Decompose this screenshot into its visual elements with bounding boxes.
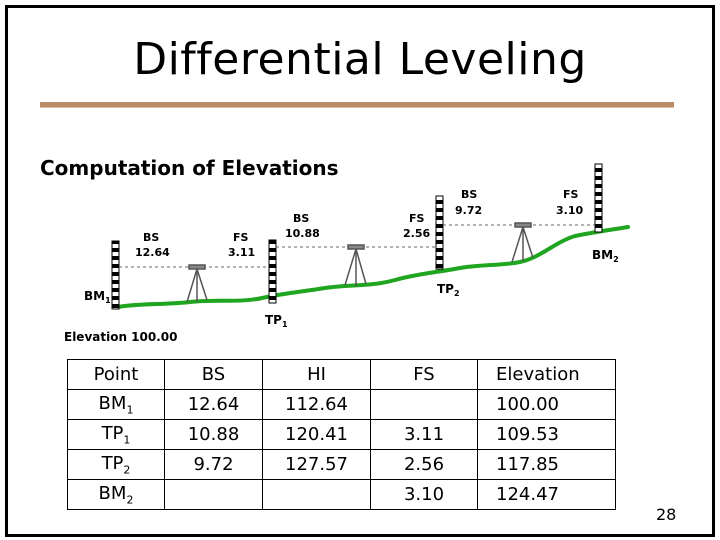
slide-subtitle: Computation of Elevations	[40, 156, 339, 180]
elevation-table: Point BS HI FS Elevation BM1 12.64 112.6…	[67, 359, 616, 510]
cell-point: TP2	[67, 449, 165, 480]
table-row: BM1 12.64 112.64 100.00	[67, 389, 616, 420]
point-label-tp2: TP2	[437, 282, 460, 298]
bs-value-3: 9.72	[455, 204, 482, 217]
table-row: BM2 3.10 124.47	[67, 479, 616, 510]
elevation-table-wrap: Point BS HI FS Elevation BM1 12.64 112.6…	[67, 359, 616, 510]
cell-bs: 12.64	[164, 389, 263, 420]
fs-label-1: FS	[233, 231, 249, 244]
level-instrument-3	[511, 222, 534, 263]
point-label-bm2: BM2	[592, 248, 619, 264]
leveling-rod-bm2	[594, 163, 603, 233]
bs-value-1: 12.64	[135, 246, 170, 259]
slide-title: Differential Leveling	[133, 34, 587, 85]
bs-label-2: BS	[293, 212, 309, 225]
cell-point: BM2	[67, 479, 165, 510]
level-instrument-1	[186, 264, 208, 303]
cell-elevation: 117.85	[477, 449, 616, 480]
table-header-row: Point BS HI FS Elevation	[67, 359, 616, 390]
table-row: TP2 9.72 127.57 2.56 117.85	[67, 449, 616, 480]
level-instrument-2	[344, 244, 367, 286]
point-label-tp1: TP1	[265, 313, 288, 329]
elevation-label: Elevation 100.00	[64, 330, 178, 344]
leveling-rod-bm1	[111, 240, 120, 310]
header-elevation: Elevation	[477, 359, 616, 390]
fs-label-3: FS	[563, 188, 579, 201]
cell-fs: 3.10	[370, 479, 478, 510]
cell-hi	[262, 479, 371, 510]
table-row: TP1 10.88 120.41 3.11 109.53	[67, 419, 616, 450]
cell-bs	[164, 479, 263, 510]
point-label-bm1: BM1	[84, 289, 111, 305]
cell-hi: 127.57	[262, 449, 371, 480]
bs-value-2: 10.88	[285, 227, 320, 240]
header-point: Point	[67, 359, 165, 390]
fs-label-2: FS	[409, 212, 425, 225]
header-hi: HI	[262, 359, 371, 390]
fs-value-2: 2.56	[403, 227, 430, 240]
slide-frame	[5, 5, 715, 537]
cell-bs: 9.72	[164, 449, 263, 480]
cell-hi: 120.41	[262, 419, 371, 450]
cell-elevation: 109.53	[477, 419, 616, 450]
header-bs: BS	[164, 359, 263, 390]
page-number: 28	[656, 505, 677, 524]
header-fs: FS	[370, 359, 478, 390]
cell-point: TP1	[67, 419, 165, 450]
bs-label-3: BS	[461, 188, 477, 201]
fs-value-3: 3.10	[556, 204, 583, 217]
cell-fs: 3.11	[370, 419, 478, 450]
cell-hi: 112.64	[262, 389, 371, 420]
title-divider	[40, 102, 674, 108]
ground-line	[116, 225, 630, 309]
cell-fs: 2.56	[370, 449, 478, 480]
bs-label-1: BS	[143, 231, 159, 244]
cell-fs	[370, 389, 478, 420]
fs-value-1: 3.11	[228, 246, 255, 259]
cell-point: BM1	[67, 389, 165, 420]
cell-elevation: 124.47	[477, 479, 616, 510]
leveling-rod-tp2	[435, 195, 444, 270]
cell-elevation: 100.00	[477, 389, 616, 420]
leveling-rod-tp1	[268, 239, 277, 304]
cell-bs: 10.88	[164, 419, 263, 450]
